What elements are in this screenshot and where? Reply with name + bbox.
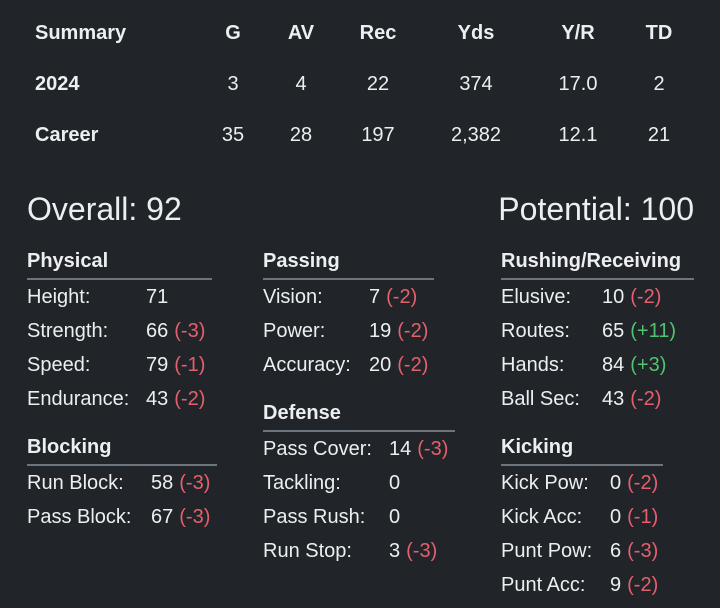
section-rule [501,464,663,466]
rating-value: 7 (-2) [369,286,418,308]
rating-change: (-3) [179,472,211,494]
rating-value: 10 (-2) [602,286,662,308]
rating-change: (-3) [627,540,659,562]
table-cell: 35 [221,124,245,146]
rating-change: (-3) [417,438,449,460]
row-label: 2024 [35,73,80,95]
rating-value: 14 (-3) [389,438,449,460]
rating-label: Endurance: [27,388,130,410]
rating-change: (-2) [386,286,418,308]
rating-value: 20 (-2) [369,354,429,376]
rating-label: Accuracy: [263,354,351,376]
section-rule [501,278,694,280]
table-header: Rec [359,22,397,44]
potential-rating: Potential: 100 [498,191,694,227]
table-cell: 22 [366,73,390,95]
rating-label: Hands: [501,354,565,376]
rating-label: Power: [263,320,326,342]
rating-label: Punt Pow: [501,540,593,562]
section-title: Defense [263,402,341,424]
table-cell: 28 [289,124,313,146]
rating-label: Ball Sec: [501,388,580,410]
table-cell: 197 [361,124,395,146]
rating-change: (-2) [174,388,206,410]
table-cell: 2,382 [450,124,502,146]
rating-label: Run Block: [27,472,124,494]
table-cell: 21 [647,124,671,146]
rating-change: (-2) [630,286,662,308]
rating-value: 0 (-2) [610,472,659,494]
rating-label: Run Stop: [263,540,352,562]
table-cell: 12.1 [558,124,598,146]
rating-change: (-3) [179,506,211,528]
rating-label: Speed: [27,354,91,376]
section-title: Kicking [501,436,574,458]
rating-label: Tackling: [263,472,341,494]
section-title: Blocking [27,436,112,458]
rating-change: (-1) [174,354,206,376]
rating-label: Kick Acc: [501,506,583,528]
rating-value: 43 (-2) [602,388,662,410]
rating-value: 58 (-3) [151,472,211,494]
rating-label: Height: [27,286,91,308]
rating-value: 79 (-1) [146,354,206,376]
section-title: Physical [27,250,109,272]
table-header: G [225,22,241,44]
rating-label: Kick Pow: [501,472,589,494]
table-header: AV [287,22,315,44]
rating-value: 0 [389,472,401,494]
rating-label: Pass Rush: [263,506,366,528]
overall-rating: Overall: 92 [27,191,182,227]
rating-change: (-3) [174,320,206,342]
table-header: Yds [457,22,495,44]
rating-change: (+3) [630,354,667,376]
rating-label: Pass Cover: [263,438,372,460]
rating-change: (-2) [397,354,429,376]
rating-value: 19 (-2) [369,320,429,342]
table-cell: 374 [459,73,493,95]
rating-value: 0 (-1) [610,506,659,528]
table-header: Y/R [561,22,595,44]
section-rule [263,430,455,432]
rating-value: 6 (-3) [610,540,659,562]
table-cell: 4 [295,73,307,95]
rating-value: 3 (-3) [389,540,438,562]
rating-value: 65 (+11) [602,320,677,342]
section-rule [27,464,217,466]
table-header: Summary [35,22,127,44]
section-title: Passing [263,250,340,272]
rating-change: (-2) [397,320,429,342]
rating-change: (+11) [630,320,677,342]
rating-value: 84 (+3) [602,354,667,376]
rating-change: (-3) [406,540,438,562]
rating-label: Routes: [501,320,570,342]
table-cell: 2 [653,73,665,95]
rating-change: (-1) [627,506,659,528]
rating-label: Vision: [263,286,323,308]
rating-value: 43 (-2) [146,388,206,410]
rating-value: 66 (-3) [146,320,206,342]
table-header: TD [645,22,673,44]
table-cell: 17.0 [558,73,598,95]
section-title: Rushing/Receiving [501,250,682,272]
rating-label: Elusive: [501,286,572,308]
section-rule [263,278,434,280]
rating-change: (-2) [630,388,662,410]
row-label: Career [35,124,99,146]
rating-change: (-2) [627,574,659,596]
rating-change: (-2) [627,472,659,494]
rating-value: 71 [146,286,169,308]
table-cell: 3 [227,73,239,95]
rating-value: 67 (-3) [151,506,211,528]
rating-label: Pass Block: [27,506,132,528]
rating-label: Strength: [27,320,109,342]
section-rule [27,278,212,280]
rating-value: 9 (-2) [610,574,659,596]
rating-label: Punt Acc: [501,574,586,596]
rating-value: 0 [389,506,401,528]
